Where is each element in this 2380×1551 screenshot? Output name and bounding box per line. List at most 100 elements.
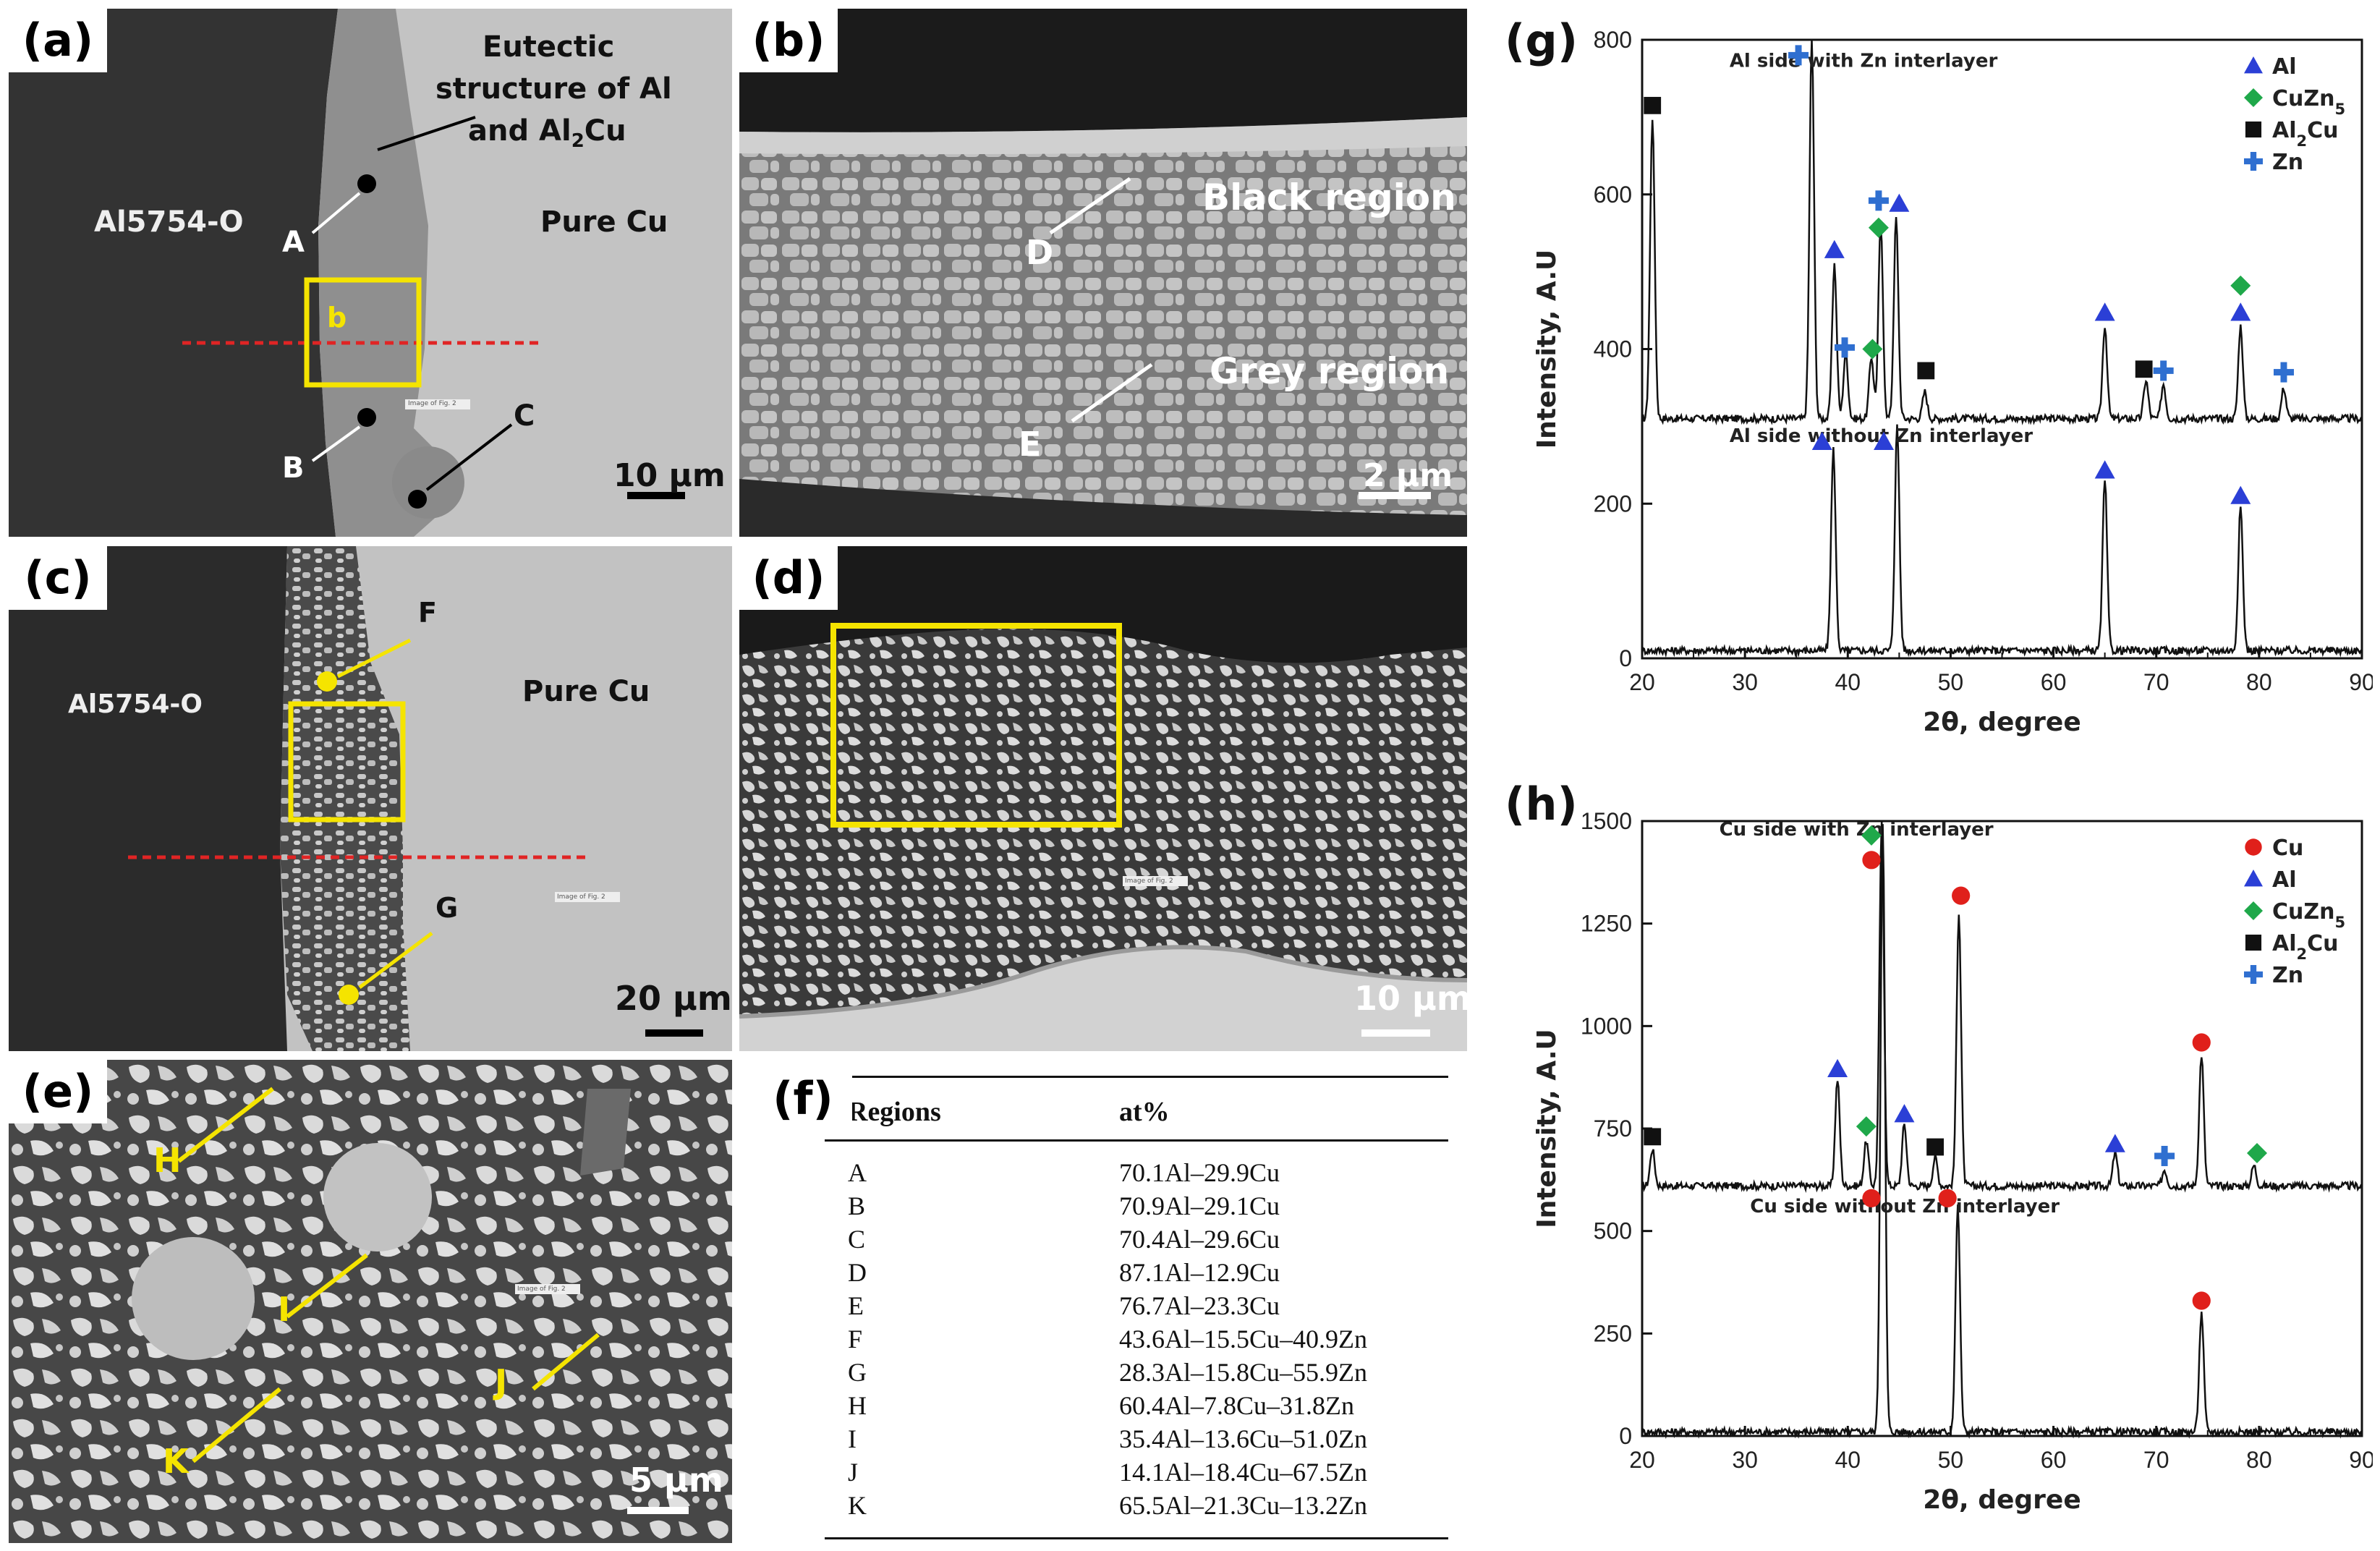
peak-marker-circle [1862, 1189, 1881, 1207]
peak-marker-square [1917, 362, 1935, 380]
table-row: F 43.6Al–15.5Cu–40.9Zn [739, 1324, 1467, 1357]
legend-marker-triangle [2244, 56, 2263, 74]
table-row: D 87.1Al–12.9Cu [739, 1257, 1467, 1291]
scale-c: 20 μm [615, 979, 732, 1018]
peak-marker-triangle [2094, 460, 2115, 479]
table-mid-rule [825, 1139, 1448, 1142]
y-tick-label: 0 [1619, 645, 1632, 671]
table-row: K 65.5Al–21.3Cu–13.2Zn [739, 1490, 1467, 1524]
box-label-b: b [327, 302, 347, 333]
table-row: H 60.4Al–7.8Cu–31.8Zn [739, 1390, 1467, 1424]
peak-marker-triangle [1894, 1104, 1915, 1123]
point-e: E [1019, 425, 1042, 464]
peak-marker-square [1644, 1128, 1662, 1146]
peak-marker-triangle [1824, 239, 1845, 258]
eutectic-line-1: Eutectic [483, 30, 615, 64]
table-cell-composition: 60.4Al–7.8Cu–31.8Zn [1119, 1391, 1355, 1420]
peak-marker-circle [1938, 1189, 1957, 1207]
peak-marker-circle [2192, 1033, 2211, 1052]
header-regions: Regions [848, 1097, 941, 1127]
point-d: D [1026, 233, 1054, 272]
table-cell-region: I [848, 1424, 857, 1453]
panel-c: (c) Al5754-O Pure Cu F G 20 μm Image of … [9, 546, 732, 1051]
series-label: Cu side without Zn interlayer [1750, 1196, 2060, 1218]
table-cell-composition: 28.3Al–15.8Cu–55.9Zn [1119, 1358, 1368, 1387]
chart-h: (h) 20 30 40 50 60 70 80 90 0 250 500 750 1000 1250 15… [1476, 778, 2373, 1544]
legend-marker-cross [2244, 965, 2263, 984]
peak-marker-cross [2153, 360, 2174, 381]
peak-marker-triangle [1811, 431, 1832, 450]
peak-marker-cross [2273, 362, 2294, 383]
table-row: J 14.1Al–18.4Cu–67.5Zn [739, 1457, 1467, 1490]
y-tick-label: 1000 [1581, 1013, 1632, 1039]
legend-label: CuZn5 [2272, 899, 2345, 931]
table-row: E 76.7Al–23.3Cu [739, 1291, 1467, 1324]
panel-b: (b) Black region Grey region D E 2 μm [739, 9, 1467, 537]
peak-marker-diamond [1861, 825, 1882, 846]
y-axis-label: Intensity, A.U [1532, 1029, 1562, 1228]
point-g: G [435, 892, 459, 924]
peak-marker-diamond [1868, 217, 1889, 238]
table-cell-composition: 87.1Al–12.9Cu [1119, 1258, 1280, 1287]
stamp-d: Image of Fig. 2 [1125, 878, 1173, 885]
table-cell-composition: 65.5Al–21.3Cu–13.2Zn [1119, 1491, 1368, 1520]
legend-marker-cross [2244, 152, 2263, 171]
peak-marker-triangle [2094, 302, 2115, 321]
x-tick-label: 40 [1835, 669, 1861, 695]
panel-label-a: (a) [9, 9, 107, 72]
table-cell-composition: 14.1Al–18.4Cu–67.5Zn [1119, 1458, 1368, 1487]
peak-marker-circle [1862, 851, 1881, 870]
x-tick-label: 90 [2349, 669, 2373, 695]
y-tick-label: 250 [1594, 1320, 1632, 1346]
grey-region-label: Grey region [1210, 350, 1450, 392]
micrograph-d [739, 546, 1467, 1051]
point-c: C [514, 399, 535, 433]
peak-marker-diamond [2247, 1143, 2268, 1163]
y-tick-label: 1500 [1581, 808, 1632, 834]
panel-e: (e) H I J K 5 μm Image of Fig. 2 [9, 1060, 732, 1543]
peak-marker-triangle [2230, 485, 2251, 504]
table-cell-region: K [848, 1491, 867, 1520]
chart-g: (g) 20 30 40 50 60 70 80 90 0 200 400 600 800 2θ, deg… [1476, 7, 2373, 760]
legend-marker-square [2245, 934, 2262, 951]
legend-marker-circle [2245, 838, 2262, 856]
x-axis-label: 2θ, degree [1923, 1485, 2081, 1515]
legend-label: Al [2272, 54, 2297, 80]
table-row: A 70.1Al–29.9Cu [739, 1157, 1467, 1191]
eutectic-line-2: structure of Al [435, 72, 672, 106]
legend-label: CuZn5 [2272, 86, 2345, 118]
legend-marker-triangle [2244, 870, 2263, 887]
legend-label: Al [2272, 867, 2297, 893]
table-cell-region: B [848, 1191, 866, 1220]
table-cell-region: J [848, 1458, 859, 1487]
table-row: B 70.9Al–29.1Cu [739, 1191, 1467, 1224]
y-tick-label: 200 [1594, 490, 1632, 517]
xrd-plot-h: 20 30 40 50 60 70 80 90 0 250 500 750 1000 1250 1500 2θ… [1532, 808, 2373, 1515]
peak-marker-diamond [1856, 1116, 1877, 1137]
table-cell-region: E [848, 1291, 864, 1320]
legend-label: Cu [2272, 836, 2303, 861]
peak-marker-triangle [1827, 1058, 1848, 1078]
peak-marker-triangle [2104, 1134, 2125, 1152]
legend-label: Al2Cu [2272, 118, 2339, 150]
micrograph-e [9, 1060, 732, 1543]
x-tick-label: 50 [1938, 669, 1964, 695]
table-cell-composition: 76.7Al–23.3Cu [1119, 1291, 1280, 1320]
table-bottom-rule [825, 1537, 1448, 1539]
y-tick-label: 500 [1594, 1218, 1632, 1244]
cu-label-c: Pure Cu [522, 675, 650, 708]
scale-a: 10 μm [613, 457, 726, 494]
series-line [1641, 39, 2363, 426]
legend-marker-diamond [2244, 88, 2263, 107]
x-tick-label: 90 [2349, 1447, 2373, 1473]
panel-f: (f) Regions at% A 70.1Al–29.9Cu B 70.9Al–29… [739, 1060, 1467, 1543]
peak-marker-cross [1868, 190, 1889, 211]
peak-marker-triangle [1874, 431, 1895, 450]
al-label-c: Al5754-O [68, 689, 203, 719]
point-f: F [418, 597, 437, 629]
black-region-label: Black region [1202, 177, 1456, 218]
peak-marker-square [1926, 1138, 1945, 1156]
table-cell-region: A [848, 1158, 867, 1187]
peak-marker-cross [1788, 45, 1809, 66]
series-line [1641, 424, 2363, 658]
